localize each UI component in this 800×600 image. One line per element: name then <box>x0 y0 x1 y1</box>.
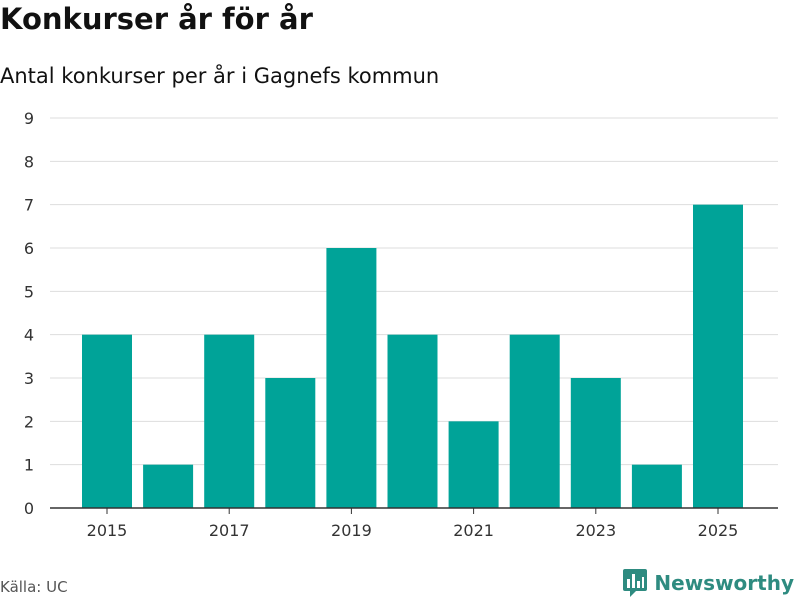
x-tick-label: 2023 <box>575 521 616 540</box>
bar-2025 <box>693 204 743 508</box>
source-note: Källa: UC <box>0 578 68 596</box>
chart-title: Konkurser år för år <box>0 2 313 36</box>
bar-2015 <box>82 334 132 508</box>
bar-2016 <box>143 464 194 508</box>
bar-chart: 0 1 2 3 4 5 6 7 8 9 2015 2017 2019 2021 2023 2025 <box>24 109 778 540</box>
y-tick-label: 9 <box>24 109 34 128</box>
bar-2017 <box>204 334 255 508</box>
bar-2023 <box>570 378 621 508</box>
y-tick-label: 3 <box>24 369 34 388</box>
y-tick-label: 8 <box>24 152 34 171</box>
y-tick-label: 1 <box>24 456 34 475</box>
newsworthy-logo-icon <box>623 569 648 597</box>
bar-2019 <box>326 248 377 508</box>
y-tick-label: 6 <box>24 239 34 258</box>
y-tick-label: 2 <box>24 412 34 431</box>
bar-2021 <box>448 421 499 508</box>
y-tick-label: 7 <box>24 196 34 215</box>
x-tick-label: 2021 <box>453 521 494 540</box>
bar-2020 <box>387 334 438 508</box>
x-tick-label: 2015 <box>87 521 128 540</box>
bar-2024 <box>631 464 682 508</box>
brand-logo-group: Newsworthy <box>622 568 794 598</box>
brand-name: Newsworthy <box>654 571 794 595</box>
bar-2022 <box>509 334 560 508</box>
y-tick-label: 0 <box>24 499 34 518</box>
x-tick-label: 2025 <box>698 521 739 540</box>
y-tick-label: 5 <box>24 282 34 301</box>
x-tick-label: 2019 <box>331 521 372 540</box>
x-tick-label: 2017 <box>209 521 250 540</box>
y-tick-label: 4 <box>24 326 34 345</box>
chart-subtitle: Antal konkurser per år i Gagnefs kommun <box>0 64 440 88</box>
bar-2018 <box>265 378 316 508</box>
